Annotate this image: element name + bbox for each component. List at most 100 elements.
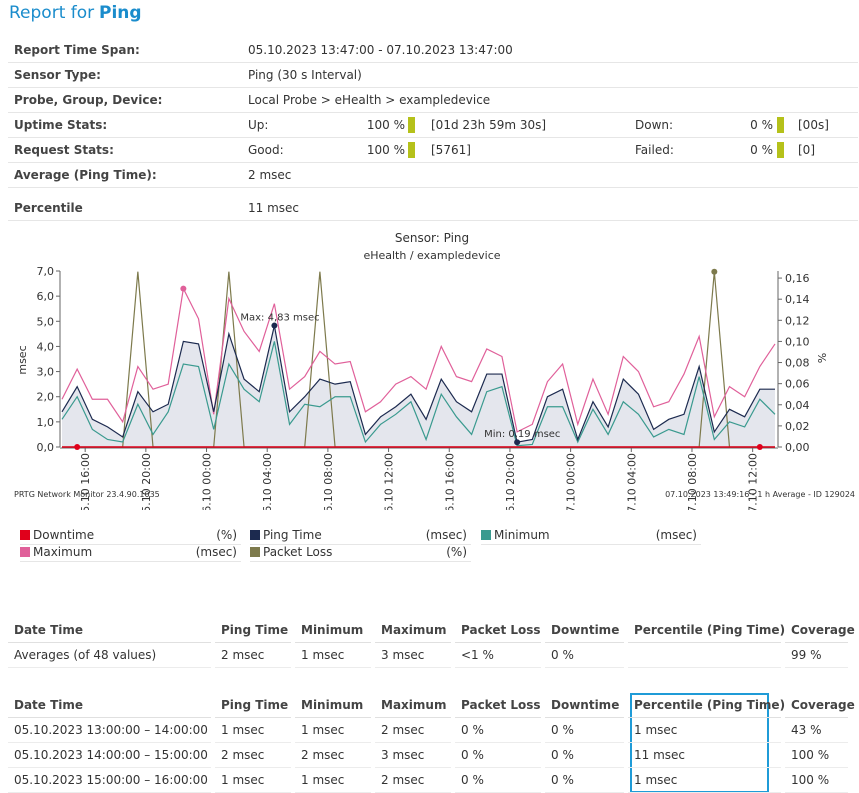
stat-label: Failed: <box>635 143 674 157</box>
table-header: Packet Loss <box>461 698 541 712</box>
x-tick-label: 06.10 16:00 <box>443 453 456 510</box>
cell-line <box>375 767 451 768</box>
chart-footer: PRTG Network Monitor 23.4.90.1035 <box>14 490 160 499</box>
table-header: Date Time <box>14 698 84 712</box>
cell-line <box>455 742 541 743</box>
summary-label: Sensor Type: <box>14 68 101 82</box>
cell-line <box>628 642 781 643</box>
cell-line <box>8 767 211 768</box>
y-axis-label: msec <box>16 345 29 374</box>
chart-subtitle: eHealth / exampledevice <box>363 249 500 262</box>
annotation: Max: 4,83 msec <box>240 313 319 324</box>
table-cell: 3 msec <box>381 748 425 762</box>
summary-value: 2 msec <box>248 168 292 182</box>
y2-tick-label: 0,04 <box>785 399 810 412</box>
marker <box>271 322 278 329</box>
table-header: Percentile (Ping Time) <box>634 623 786 637</box>
table-header: Downtime <box>551 623 620 637</box>
stat-percent: 100 % <box>366 143 405 157</box>
stat-bar <box>408 117 415 133</box>
y-tick-label: 3,0 <box>37 366 55 379</box>
table-header: Downtime <box>551 698 620 712</box>
table-cell: 100 % <box>791 748 830 762</box>
table-header: Ping Time <box>221 698 289 712</box>
table-cell: 11 msec <box>634 748 686 762</box>
legend-unit: (msec) <box>655 528 697 542</box>
stat-label: Down: <box>635 118 674 132</box>
legend-swatch <box>481 530 491 540</box>
summary-value: 11 msec <box>248 201 300 215</box>
legend-underline <box>250 544 471 545</box>
table-cell: 2 msec <box>381 773 425 787</box>
x-tick-label: 05.10 20:00 <box>140 453 153 510</box>
y2-axis-label: % <box>815 353 828 363</box>
table-header: Ping Time <box>221 623 289 637</box>
report-title-prefix: Report for <box>9 3 95 23</box>
legend-name: Ping Time <box>263 528 322 542</box>
legend-underline <box>250 561 471 562</box>
row-separator <box>8 62 858 63</box>
legend-name: Maximum <box>33 545 93 559</box>
cell-line <box>215 717 291 718</box>
legend-unit: (msec) <box>425 528 467 542</box>
cell-line <box>628 767 781 768</box>
table-cell: 1 msec <box>301 773 345 787</box>
row-separator <box>8 187 858 188</box>
cell-line <box>628 667 781 668</box>
cell-line <box>455 642 541 643</box>
x-tick-label: 07.10 04:00 <box>625 453 638 510</box>
cell-line <box>295 667 371 668</box>
summary-value: Ping (30 s Interval) <box>248 68 362 82</box>
cell-line <box>628 717 781 718</box>
ping-area <box>62 325 775 447</box>
legend-underline <box>481 544 701 545</box>
table-cell: 1 msec <box>634 773 678 787</box>
table-cell: 0 % <box>551 723 574 737</box>
stat-bar <box>408 142 415 158</box>
table-cell: 2 msec <box>381 723 425 737</box>
y2-tick-label: 0,10 <box>785 335 810 348</box>
table-cell: 1 msec <box>221 773 265 787</box>
y-tick-label: 0,0 <box>37 441 55 454</box>
table-cell: 0 % <box>551 748 574 762</box>
y2-tick-label: 0,08 <box>785 357 810 370</box>
legend-underline <box>20 544 241 545</box>
table-header: Coverage <box>791 623 855 637</box>
y2-tick-label: 0,16 <box>785 272 810 285</box>
cell-line <box>295 642 371 643</box>
x-tick-label: 06.10 12:00 <box>383 453 396 510</box>
cell-line <box>215 767 291 768</box>
summary-label: Probe, Group, Device: <box>14 93 163 107</box>
stat-label: Up: <box>248 118 269 132</box>
table-header: Maximum <box>381 623 447 637</box>
table-cell: Averages (of 48 values) <box>14 648 157 662</box>
y2-tick-label: 0,06 <box>785 378 810 391</box>
table-header: Maximum <box>381 698 447 712</box>
stat-detail: [00s] <box>798 118 829 132</box>
y2-tick-label: 0,02 <box>785 420 810 433</box>
cell-line <box>215 667 291 668</box>
legend-swatch <box>250 547 260 557</box>
table-cell: 2 msec <box>221 748 265 762</box>
row-separator <box>8 137 858 138</box>
report-title-name: Ping <box>99 3 142 23</box>
row-separator <box>8 162 858 163</box>
summary-label: Report Time Span: <box>14 43 140 57</box>
stat-detail: [5761] <box>431 143 471 157</box>
cell-line <box>785 717 848 718</box>
cell-line <box>545 642 624 643</box>
legend-unit: (msec) <box>195 545 237 559</box>
cell-line <box>545 667 624 668</box>
summary-value: 05.10.2023 13:47:00 - 07.10.2023 13:47:0… <box>248 43 513 57</box>
cell-line <box>455 667 541 668</box>
summary-label: Uptime Stats: <box>14 118 108 132</box>
y2-tick-label: 0,00 <box>785 441 810 454</box>
table-header: Minimum <box>301 698 364 712</box>
legend-name: Downtime <box>33 528 95 542</box>
marker <box>74 444 81 450</box>
cell-line <box>375 717 451 718</box>
cell-line <box>8 742 211 743</box>
table-cell: 05.10.2023 14:00:00 – 15:00:00 <box>14 748 208 762</box>
cell-line <box>375 667 451 668</box>
